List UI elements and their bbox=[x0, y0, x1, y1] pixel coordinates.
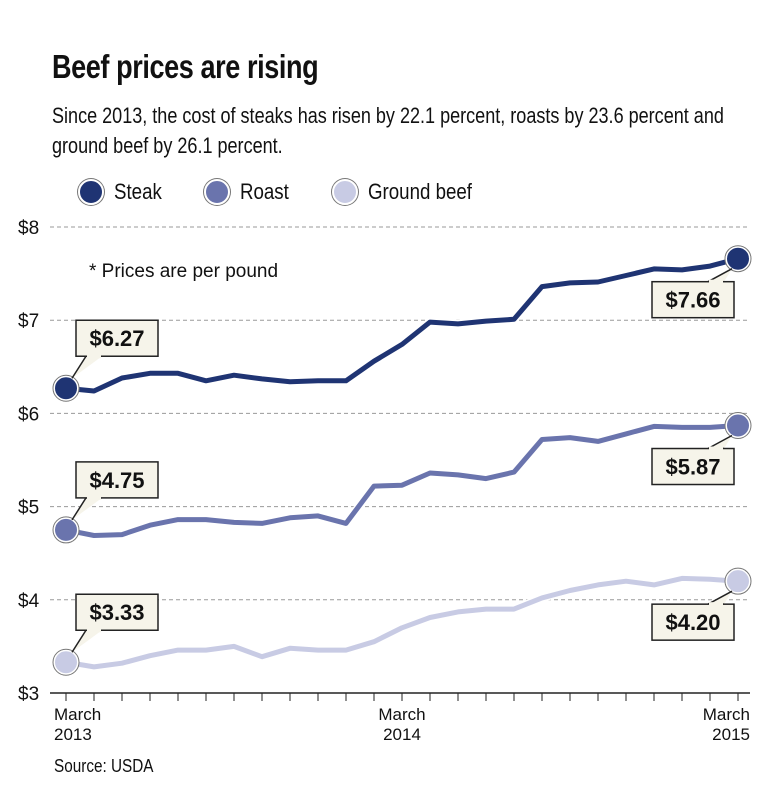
legend-item-steak: Steak bbox=[78, 179, 170, 205]
callout-label-end-roast: $5.87 bbox=[665, 455, 720, 480]
callout-pointer-joint bbox=[87, 354, 101, 359]
callout-end-roast: $5.87 bbox=[651, 434, 735, 486]
callout-label-start-ground-beef: $3.33 bbox=[89, 600, 144, 625]
callout-box bbox=[75, 461, 159, 499]
legend-label-steak: Steak bbox=[114, 179, 162, 204]
callout-start-roast: $4.75 bbox=[71, 461, 159, 521]
legend: Steak Roast Ground beef bbox=[78, 177, 524, 207]
callout-box bbox=[651, 447, 735, 486]
callout-label-start-roast: $4.75 bbox=[89, 468, 144, 493]
callout-pointer-joint bbox=[709, 279, 723, 284]
y-tick-label: $7 bbox=[18, 311, 39, 332]
callout-start-ground-beef: $3.33 bbox=[71, 593, 159, 653]
legend-label-roast: Roast bbox=[240, 179, 290, 204]
endpoint-marker-ground-beef bbox=[725, 568, 751, 595]
x-tick-label-year: 2014 bbox=[383, 725, 421, 744]
legend-label-ground-beef: Ground beef bbox=[367, 179, 472, 204]
endpoint-marker-steak bbox=[725, 245, 751, 272]
price-note: * Prices are per pound bbox=[89, 261, 278, 282]
callout-pointer-joint bbox=[87, 628, 101, 633]
callout-pointer-joint bbox=[709, 602, 723, 607]
callout-end-ground-beef: $4.20 bbox=[651, 590, 735, 641]
x-tick-label-month: March bbox=[703, 705, 750, 724]
endpoint-marker-ring-roast bbox=[724, 412, 752, 440]
legend-item-roast: Roast bbox=[204, 179, 297, 205]
legend-swatch-steak bbox=[78, 179, 104, 205]
endpoint-marker-roast bbox=[53, 516, 79, 543]
callout-pointer bbox=[71, 355, 102, 379]
endpoint-marker-ring-steak bbox=[52, 374, 80, 402]
callout-box bbox=[651, 603, 735, 641]
endpoint-marker-ring-ground-beef bbox=[724, 567, 752, 595]
y-tick-label: $8 bbox=[18, 218, 39, 239]
endpoint-marker-ground-beef bbox=[53, 649, 79, 676]
callout-pointer bbox=[71, 629, 102, 653]
series-line-ground-beef bbox=[63, 575, 741, 670]
legend-swatch-roast bbox=[204, 179, 231, 205]
endpoint-marker-ring-ground-beef bbox=[52, 648, 80, 676]
series-line-roast bbox=[63, 423, 741, 538]
x-tick-label-year: 2015 bbox=[712, 725, 750, 744]
x-tick-label-year: 2013 bbox=[54, 725, 92, 744]
source-note: Source: USDA bbox=[54, 756, 154, 776]
callout-end-steak: $7.66 bbox=[651, 268, 735, 319]
endpoint-marker-ring-steak bbox=[724, 245, 752, 273]
x-tick-label-month: March bbox=[54, 705, 101, 724]
callout-label-start-steak: $6.27 bbox=[89, 326, 144, 351]
chart-title: Beef prices are rising bbox=[52, 48, 319, 85]
y-tick-label: $4 bbox=[18, 591, 40, 612]
x-tick-label-month: March bbox=[378, 705, 425, 724]
callout-start-steak: $6.27 bbox=[71, 319, 159, 379]
callout-box bbox=[651, 280, 735, 319]
legend-swatch-ground-beef bbox=[331, 179, 358, 205]
callout-label-end-ground-beef: $4.20 bbox=[665, 610, 720, 635]
chart-subtitle: Since 2013, the cost of steaks has risen… bbox=[52, 103, 724, 158]
callout-pointer-joint bbox=[709, 446, 723, 451]
callout-box bbox=[75, 319, 159, 357]
callout-box bbox=[75, 593, 159, 631]
y-tick-label: $3 bbox=[18, 684, 39, 705]
callout-pointer bbox=[71, 497, 102, 521]
legend-item-ground-beef: Ground beef bbox=[331, 179, 490, 205]
endpoint-marker-ring-roast bbox=[52, 516, 80, 544]
series-line-steak bbox=[63, 256, 741, 394]
y-tick-label: $5 bbox=[18, 498, 39, 519]
endpoint-marker-roast bbox=[725, 412, 751, 439]
endpoint-marker-steak bbox=[53, 375, 79, 402]
y-tick-label: $6 bbox=[18, 404, 39, 425]
series-line-halo-roast bbox=[62, 421, 742, 540]
callout-label-end-steak: $7.66 bbox=[665, 288, 720, 313]
callout-pointer-joint bbox=[87, 495, 101, 500]
